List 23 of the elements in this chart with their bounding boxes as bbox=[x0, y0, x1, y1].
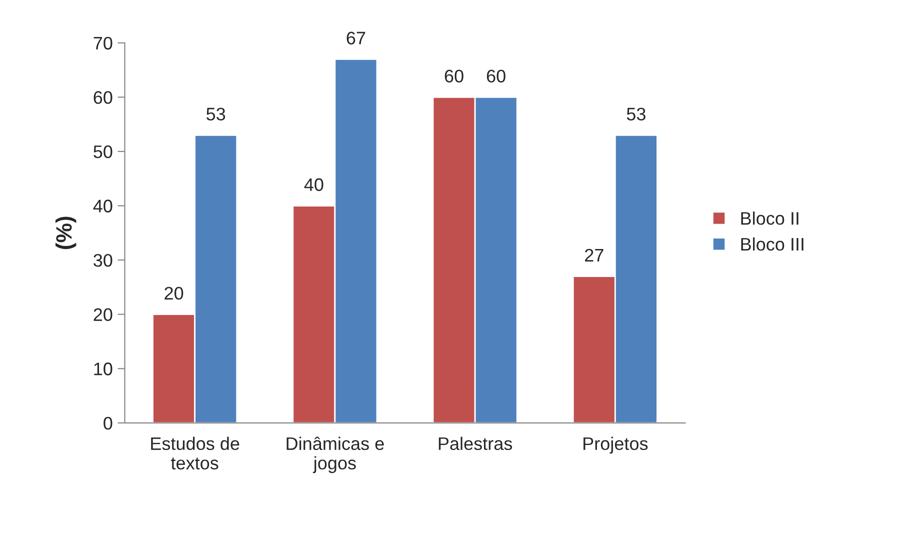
y-tick-label: 50 bbox=[94, 145, 112, 158]
data-label: 60 bbox=[444, 70, 464, 82]
data-label: 27 bbox=[585, 248, 604, 262]
y-tick-label: 30 bbox=[94, 254, 112, 267]
legend-label: Bloco II bbox=[741, 212, 798, 225]
x-tick-label: Projetos bbox=[584, 436, 648, 454]
data-label: 20 bbox=[164, 286, 184, 300]
y-tick-label: 60 bbox=[94, 91, 112, 104]
x-tick-label: Dinâmicas e jogos bbox=[286, 436, 384, 474]
data-label: 53 bbox=[206, 108, 226, 120]
data-label: 67 bbox=[346, 32, 366, 44]
x-tick-label: Estudos de textos bbox=[151, 436, 240, 470]
legend-label: Bloco III bbox=[741, 237, 804, 251]
x-tick-label: Palestras bbox=[438, 436, 512, 450]
y-axis-title: (%) bbox=[55, 216, 76, 250]
data-label: 53 bbox=[626, 108, 646, 120]
y-tick-label: 10 bbox=[94, 362, 112, 376]
y-tick-label: 40 bbox=[93, 200, 112, 212]
data-label: 40 bbox=[304, 178, 324, 192]
y-tick-label: 0 bbox=[104, 416, 112, 430]
y-tick-label: 20 bbox=[94, 308, 112, 322]
data-label: 60 bbox=[486, 70, 506, 82]
y-tick-label: 70 bbox=[94, 36, 112, 50]
